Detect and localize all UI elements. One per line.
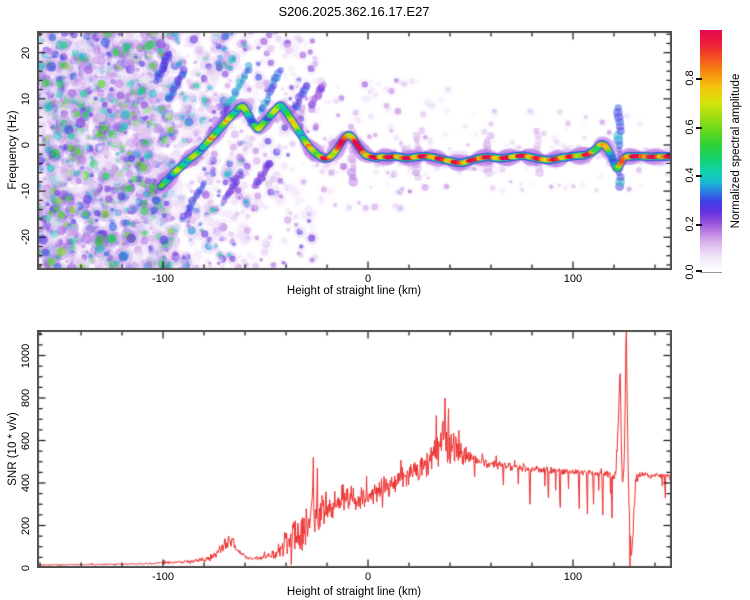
snr-plot (37, 330, 672, 568)
top-yaxis-label: Frequency (Hz) (7, 110, 19, 190)
colorbar-tick (696, 175, 702, 178)
colorbar (700, 30, 722, 273)
top-y-tick-label: -20 (20, 229, 32, 246)
bottom-y-tick-label: 0 (20, 564, 32, 572)
colorbar-label: Normalized spectral amplitude (730, 73, 742, 229)
colorbar-tick-label: 0.6 (684, 119, 696, 135)
colorbar-tick (696, 126, 702, 129)
bottom-x-tick-label: -100 (152, 571, 175, 583)
top-y-tick-label: 20 (20, 46, 32, 59)
bottom-x-tick-label: 100 (563, 571, 583, 583)
spectrogram-plot (37, 31, 672, 270)
bottom-y-tick-label: 400 (20, 473, 32, 493)
bottom-y-tick-label: 600 (20, 431, 32, 450)
top-y-tick-label: 0 (20, 141, 32, 149)
figure-title: S206.2025.362.16.17.E27 (278, 4, 430, 19)
bottom-x-tick-label: 0 (364, 571, 372, 583)
bottom-y-tick-label: 200 (20, 516, 32, 535)
colorbar-tick (696, 78, 702, 81)
top-xaxis-label: Height of straight line (km) (286, 285, 422, 297)
colorbar-tick-label: 0.4 (684, 167, 696, 183)
top-x-tick-label: 100 (563, 273, 583, 285)
top-x-tick-label: -100 (152, 273, 175, 285)
colorbar-tick (696, 223, 702, 226)
colorbar-tick-label: 0.2 (684, 215, 696, 232)
bottom-xaxis-label: Height of straight line (km) (286, 586, 422, 598)
top-y-tick-label: 10 (20, 92, 32, 105)
colorbar-tick-label: 0.0 (684, 264, 696, 280)
bottom-y-tick-label: 800 (20, 388, 32, 408)
bottom-yaxis-label: SNR (10 * v/v) (7, 412, 19, 486)
colorbar-tick-label: 0.8 (684, 70, 696, 87)
top-y-tick-label: -10 (20, 183, 32, 200)
colorbar-tick (696, 270, 702, 272)
bottom-y-tick-label: 1000 (20, 343, 32, 368)
top-x-tick-label: 0 (364, 273, 372, 285)
